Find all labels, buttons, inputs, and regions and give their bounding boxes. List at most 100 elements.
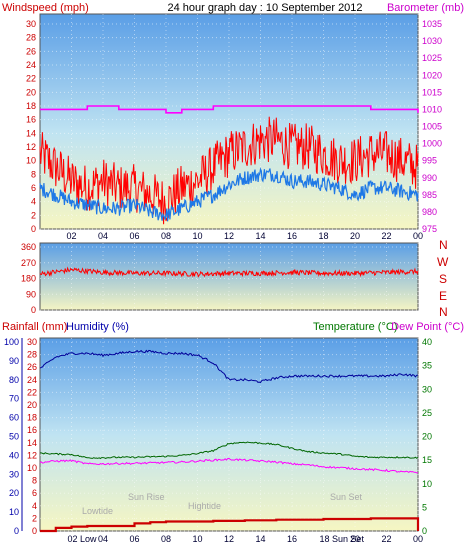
compass-e: E (439, 289, 447, 303)
rain-y-tick-label: 24 (27, 375, 37, 385)
rain-y-tick-label: 10 (27, 463, 37, 473)
humidity-y-tick-label: 50 (9, 432, 19, 442)
lowtide-annotation: Lowtide (82, 506, 113, 516)
temp-axis-title: Temperature (°C) (313, 321, 397, 333)
rain-y-tick-label: 26 (27, 362, 37, 372)
wind-direction-line (39, 266, 419, 278)
hightide-annotation: Hightide (188, 501, 221, 511)
climate-x-tick-label: 22 (381, 534, 391, 544)
barometer-y-tick-label: 1005 (422, 122, 442, 132)
climate-series (39, 349, 420, 533)
climate-x-tick-label-sunset: 18 Sun Set (320, 534, 365, 544)
wind-x-ticks: 02 04 06 08 10 12 14 16 18 20 22 00 (66, 231, 423, 241)
humidity-y-tick-label: 10 (9, 507, 19, 517)
climate-grid (40, 338, 419, 532)
direction-series (39, 266, 419, 278)
wind-y-tick-label: 28 (26, 33, 36, 43)
wind-y-tick-label: 26 (26, 46, 36, 56)
humidity-y-tick-label: 30 (9, 469, 19, 479)
wind-y-tick-label: 22 (26, 74, 36, 84)
wind-x-tick-label: 02 (66, 231, 76, 241)
sunrise-annotation: Sun Rise (128, 492, 165, 502)
temp-y-tick-label: 20 (422, 432, 432, 442)
temp-y-tick-label: 30 (422, 384, 432, 394)
direction-y-tick-label: 180 (21, 274, 36, 284)
rain-y-tick-label: 8 (32, 476, 37, 486)
barometer-y-tick-label: 975 (422, 224, 437, 234)
wind-x-tick-label: 08 (161, 231, 171, 241)
humidity-y-tick-label: 20 (9, 488, 19, 498)
temp-y-tick-label: 15 (422, 455, 432, 465)
climate-panel (39, 337, 419, 532)
direction-y-tick-label: 0 (31, 305, 36, 315)
rain-y-tick-label: 2 (32, 513, 37, 523)
rain-y-tick-label: 20 (27, 400, 37, 410)
humidity-axis-title: Humidity (%) (66, 321, 129, 333)
barometer-y-tick-label: 1030 (422, 36, 442, 46)
temp-y-ticks: 0 5 10 15 20 25 30 35 40 (422, 337, 432, 536)
humidity-y-tick-label: 80 (9, 375, 19, 385)
humidity-line (39, 349, 419, 384)
rain-y-tick-label: 18 (27, 413, 37, 423)
climate-x-tick-label: 14 (255, 534, 265, 544)
compass-w: W (437, 255, 449, 269)
climate-x-ticks: 04 06 08 10 12 14 16 20 22 00 02 Low 18 Sun Set (68, 534, 424, 544)
temp-y-tick-label: 0 (422, 526, 427, 536)
wind-y-tick-label: 30 (26, 19, 36, 29)
rain-y-tick-label: 4 (32, 501, 37, 511)
rain-y-tick-label: 0 (32, 526, 37, 536)
humidity-y-tick-label: 70 (9, 394, 19, 404)
wind-y-tick-label: 14 (26, 128, 36, 138)
wind-x-tick-label: 00 (413, 231, 423, 241)
rain-y-tick-label: 28 (27, 350, 37, 360)
dewpoint-line (39, 457, 419, 474)
compass-n-top: N (439, 238, 448, 252)
wind-y-tick-label: 2 (31, 210, 36, 220)
wind-y-tick-label: 12 (26, 142, 36, 152)
barometer-y-tick-label: 1010 (422, 104, 442, 114)
barometer-y-tick-label: 1025 (422, 53, 442, 63)
rain-y-tick-label: 14 (27, 438, 37, 448)
barometer-axis-title: Barometer (mb) (387, 2, 464, 14)
wind-x-tick-label: 14 (255, 231, 265, 241)
wind-x-tick-label: 16 (287, 231, 297, 241)
wind-axis-title: Windspeed (mph) (2, 2, 89, 14)
direction-y-tick-label: 270 (21, 258, 36, 268)
wind-y-tick-label: 18 (26, 101, 36, 111)
wind-y-tick-label: 4 (31, 197, 36, 207)
wind-y-tick-label: 16 (26, 115, 36, 125)
temp-y-tick-label: 10 (422, 479, 432, 489)
barometer-y-tick-label: 1000 (422, 139, 442, 149)
climate-x-tick-label-low: 02 Low (68, 534, 98, 544)
compass-s: S (439, 272, 447, 286)
wind-x-tick-label: 12 (224, 231, 234, 241)
barometer-y-tick-label: 1035 (422, 19, 442, 29)
humidity-y-tick-label: 60 (9, 413, 19, 423)
wind-x-tick-label: 20 (350, 231, 360, 241)
climate-x-tick-label: 12 (224, 534, 234, 544)
dewpoint-axis-title: Dew Point (°C) (391, 321, 464, 333)
humidity-y-tick-label: 90 (9, 356, 19, 366)
wind-x-tick-label: 04 (98, 231, 108, 241)
direction-y-tick-label: 360 (21, 242, 36, 252)
barometer-y-tick-label: 1015 (422, 87, 442, 97)
wind-y-tick-label: 24 (26, 60, 36, 70)
temperature-line (40, 441, 419, 460)
barometer-y-tick-label: 980 (422, 207, 437, 217)
climate-x-tick-label: 00 (413, 534, 423, 544)
temp-y-tick-label: 5 (422, 502, 427, 512)
wind-x-tick-label: 06 (129, 231, 139, 241)
direction-panel (39, 242, 419, 311)
rain-y-tick-label: 30 (27, 337, 37, 347)
humidity-y-ticks: 0 10 20 30 40 50 60 70 80 90 100 (4, 337, 23, 536)
barometer-y-tick-label: 995 (422, 156, 437, 166)
wind-y-tick-label: 10 (26, 156, 36, 166)
barometer-y-tick-label: 990 (422, 173, 437, 183)
climate-x-tick-label: 06 (129, 534, 139, 544)
rainfall-line (40, 517, 420, 533)
wind-average-line (39, 167, 419, 222)
